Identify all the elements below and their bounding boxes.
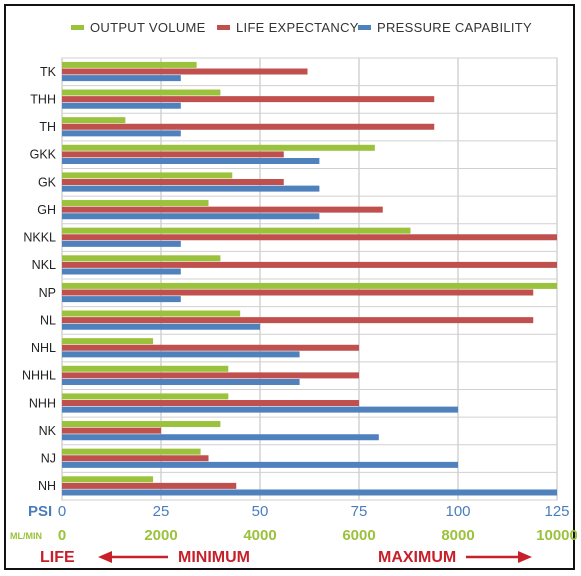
chart-frame: OUTPUT VOLUME LIFE EXPECTANCY PRESSURE CAP… xyxy=(4,4,577,570)
bar-output-volume-nkl xyxy=(62,255,221,262)
bar-pressure-capability-nkl xyxy=(62,268,181,275)
bar-pressure-capability-tk xyxy=(62,75,181,82)
bar-output-volume-gkk xyxy=(62,144,375,151)
category-label-thh: THH xyxy=(30,92,56,106)
category-label-nhh: NHH xyxy=(29,396,56,410)
psi-tick-label: 50 xyxy=(252,503,269,520)
category-label-nkkl: NKKL xyxy=(23,231,56,245)
ml-tick-label: 0 xyxy=(58,527,66,544)
bar-output-volume-nhhl xyxy=(62,365,229,372)
bar-life-expectancy-gh xyxy=(62,206,383,213)
bar-life-expectancy-nhhl xyxy=(62,372,359,379)
bar-life-expectancy-th xyxy=(62,123,435,130)
bar-output-volume-np xyxy=(62,282,557,289)
bar-output-volume-nhh xyxy=(62,393,229,400)
legend-label-output-volume: OUTPUT VOLUME xyxy=(90,20,206,35)
life-scale: LIFE MINIMUM MAXIMUM xyxy=(40,549,532,566)
bar-life-expectancy-gk xyxy=(62,179,284,186)
ml-tick-label: 4000 xyxy=(243,527,276,544)
category-label-gkk: GKK xyxy=(30,148,57,162)
psi-tick-label: 100 xyxy=(445,503,470,520)
bar-pressure-capability-thh xyxy=(62,102,181,109)
life-label: LIFE xyxy=(40,549,75,566)
bar-life-expectancy-nhh xyxy=(62,400,359,407)
gridlines xyxy=(61,57,558,501)
bar-life-expectancy-gkk xyxy=(62,151,284,158)
bar-output-volume-nhl xyxy=(62,338,154,345)
bar-pressure-capability-nk xyxy=(62,434,379,441)
bar-life-expectancy-nh xyxy=(62,482,237,489)
legend-label-life-expectancy: LIFE EXPECTANCY xyxy=(236,20,359,35)
bar-output-volume-tk xyxy=(62,61,197,68)
bar-output-volume-nj xyxy=(62,448,201,455)
psi-axis-label: PSI xyxy=(28,503,52,520)
category-label-gk: GK xyxy=(38,175,57,189)
psi-tick-label: 0 xyxy=(58,503,66,520)
bar-output-volume-nh xyxy=(62,476,154,483)
bar-output-volume-gk xyxy=(62,172,233,179)
bar-life-expectancy-thh xyxy=(62,96,435,103)
bar-life-expectancy-nl xyxy=(62,317,534,324)
legend-swatch-life-expectancy xyxy=(217,25,230,30)
bar-life-expectancy-tk xyxy=(62,68,308,75)
legend-label-pressure-capability: PRESSURE CAPABILITY xyxy=(377,20,532,35)
ml-tick-label: 10000 xyxy=(536,527,577,544)
bar-life-expectancy-np xyxy=(62,289,534,296)
bar-pressure-capability-nkkl xyxy=(62,240,181,247)
legend: OUTPUT VOLUME LIFE EXPECTANCY PRESSURE CAP… xyxy=(71,20,532,35)
bar-output-volume-nkkl xyxy=(62,227,411,234)
category-label-gh: GH xyxy=(37,203,56,217)
category-label-np: NP xyxy=(39,286,56,300)
life-max-label: MAXIMUM xyxy=(378,549,456,566)
category-label-nl: NL xyxy=(40,313,56,327)
bar-life-expectancy-nk xyxy=(62,427,161,434)
ml-tick-label: 8000 xyxy=(441,527,474,544)
category-label-nkl: NKL xyxy=(32,258,56,272)
ml-tick-label: 2000 xyxy=(144,527,177,544)
bar-pressure-capability-gh xyxy=(62,213,320,220)
bar-pressure-capability-np xyxy=(62,296,181,303)
legend-swatch-output-volume xyxy=(71,25,84,30)
category-label-nh: NH xyxy=(38,479,56,493)
psi-tick-label: 25 xyxy=(153,503,170,520)
bar-life-expectancy-nhl xyxy=(62,344,359,351)
bar-pressure-capability-nhhl xyxy=(62,378,300,385)
bar-life-expectancy-nkl xyxy=(62,261,557,268)
bar-pressure-capability-gk xyxy=(62,185,320,192)
bar-life-expectancy-nj xyxy=(62,455,209,462)
life-arrow-left-head xyxy=(98,551,112,563)
bar-pressure-capability-th xyxy=(62,130,181,137)
life-min-label: MINIMUM xyxy=(178,549,250,566)
category-label-nk: NK xyxy=(39,424,57,438)
life-arrow-right-head xyxy=(518,551,532,563)
category-label-tk: TK xyxy=(40,65,57,79)
bar-output-volume-thh xyxy=(62,89,221,96)
bar-life-expectancy-nkkl xyxy=(62,234,557,241)
bar-pressure-capability-nhh xyxy=(62,406,458,413)
category-labels: TK THH TH GKK GK GH NKKL NKL NP NL NHL NHHL NHH NK NJ N… xyxy=(22,65,57,493)
psi-tick-label: 125 xyxy=(544,503,569,520)
category-label-nhhl: NHHL xyxy=(22,369,56,383)
bar-pressure-capability-nhl xyxy=(62,351,300,358)
ml-axis-label: ML/MIN xyxy=(10,531,42,541)
psi-tick-label: 75 xyxy=(351,503,368,520)
axes: PSI 0 25 50 75 100 125 ML/MIN 0 2000 4000 6000 8000 1… xyxy=(10,503,577,544)
bar-output-volume-nk xyxy=(62,421,221,428)
category-label-nj: NJ xyxy=(41,452,56,466)
category-label-th: TH xyxy=(39,120,56,134)
bars xyxy=(62,61,557,496)
bar-pressure-capability-nl xyxy=(62,323,260,330)
legend-swatch-pressure-capability xyxy=(358,25,371,30)
ml-tick-label: 6000 xyxy=(342,527,375,544)
category-label-nhl: NHL xyxy=(31,341,56,355)
bar-output-volume-nl xyxy=(62,310,241,317)
bar-pressure-capability-nh xyxy=(62,489,557,496)
bar-pressure-capability-nj xyxy=(62,461,458,468)
bar-output-volume-gh xyxy=(62,200,209,207)
bar-pressure-capability-gkk xyxy=(62,157,320,164)
bar-chart: OUTPUT VOLUME LIFE EXPECTANCY PRESSURE CAP… xyxy=(10,20,577,566)
bar-output-volume-th xyxy=(62,117,126,124)
